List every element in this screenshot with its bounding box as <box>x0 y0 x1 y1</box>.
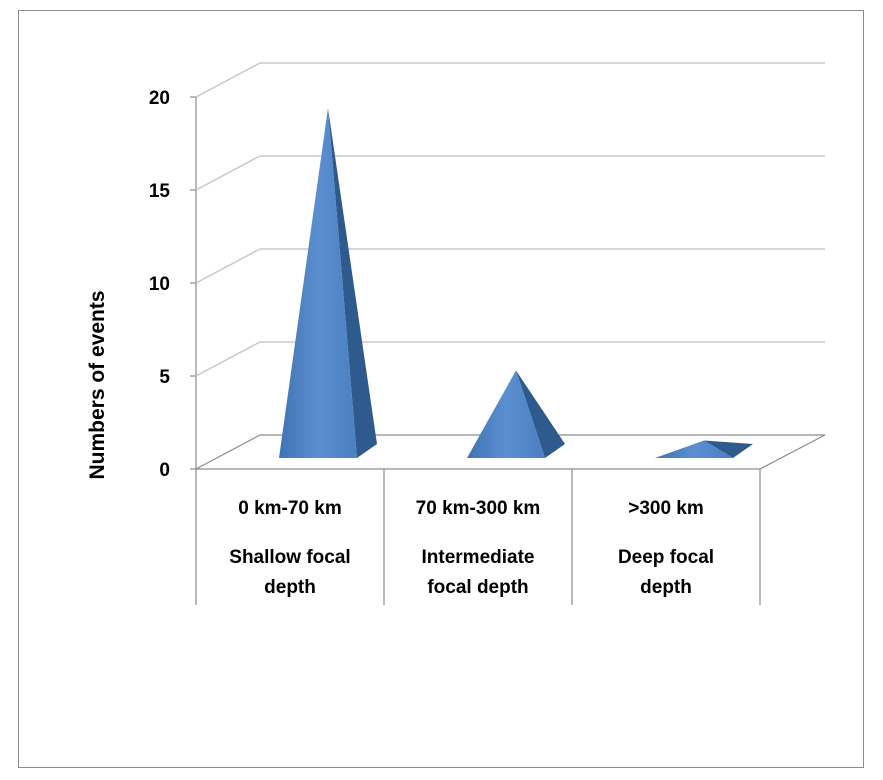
gridline-diagonal <box>195 155 261 191</box>
category-description-line: focal depth <box>427 577 528 598</box>
pyramid-front-face <box>655 440 733 458</box>
y-tick-label: 5 <box>159 367 170 388</box>
gridline-diagonal <box>195 341 261 377</box>
category-description-line: Intermediate <box>422 547 535 568</box>
category-labels: 0 km-70 km Shallow focal depth 70 km-300 km… <box>229 498 714 598</box>
gridline-diagonal <box>195 62 261 98</box>
category-description: Shallow focal depth <box>229 547 350 598</box>
category-description-line: Shallow focal <box>229 547 350 568</box>
y-tick-labels: 0 5 10 15 20 <box>149 88 171 481</box>
y-tick-label: 15 <box>149 181 171 202</box>
pyramid-bar <box>655 440 753 458</box>
pyramid-front-face <box>467 370 545 458</box>
y-tick-label: 20 <box>149 88 170 109</box>
y-tick-label: 0 <box>159 460 170 481</box>
gridline-diagonal <box>195 248 261 284</box>
pyramid-front-face <box>279 108 357 458</box>
pyramid-bar <box>279 108 377 458</box>
y-axis-label: Numbers of events <box>86 290 109 479</box>
pyramid-side-face <box>328 108 377 458</box>
category-description-line: Deep focal <box>618 547 714 568</box>
chart-frame <box>18 10 864 768</box>
category-description-line: depth <box>640 577 692 598</box>
category-description: Deep focal depth <box>618 547 714 598</box>
pyramid-side-face <box>516 370 565 458</box>
category-description: Intermediate focal depth <box>422 547 535 598</box>
bars <box>279 108 753 458</box>
y-tick-label: 10 <box>149 274 170 295</box>
category-description-line: depth <box>264 577 316 598</box>
category-dividers <box>195 469 761 605</box>
pyramid-bar <box>467 370 565 458</box>
pyramid-side-face <box>704 440 753 458</box>
category-label: 0 km-70 km <box>238 498 342 519</box>
category-label: 70 km-300 km <box>416 498 541 519</box>
category-label: >300 km <box>628 498 704 519</box>
